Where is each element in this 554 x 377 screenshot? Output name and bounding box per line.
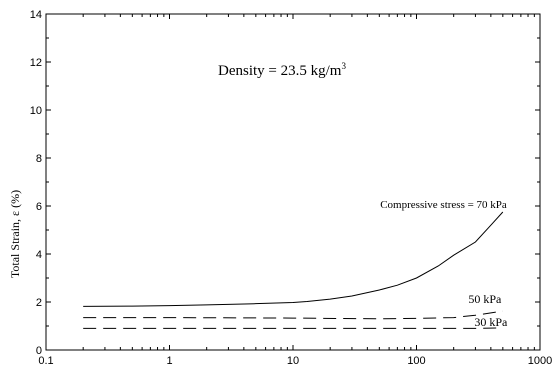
label-group: 0.1 1 10 100 1000 0 2 4 6 8 10 12 14 Compressive stre… <box>30 9 552 367</box>
x-tick-label: 1000 <box>528 355 552 367</box>
y-tick-label: 10 <box>30 105 42 117</box>
series-line-1 <box>83 310 503 320</box>
series-line-0 <box>83 211 504 307</box>
series-label-2: 30 kPa <box>474 315 508 329</box>
density-text: Density = 23.5 kg/m <box>218 63 342 79</box>
y-tick-label: 4 <box>36 249 42 261</box>
tick-group <box>45 13 541 351</box>
y-tick-label: 0 <box>36 345 42 357</box>
x-tick-label: 100 <box>407 355 425 367</box>
y-tick-label: 2 <box>36 297 42 309</box>
series-label-1: 50 kPa <box>468 292 502 306</box>
y-tick-label: 6 <box>36 201 42 213</box>
y-tick-label: 14 <box>30 9 42 21</box>
x-tick-label: 10 <box>287 355 299 367</box>
series-label-0: Compressive stress = 70 kPa <box>380 199 507 211</box>
series-group <box>83 211 504 329</box>
density-annotation: Density = 23.5 kg/m3 <box>218 61 346 79</box>
y-tick-label: 8 <box>36 153 42 165</box>
y-tick-label: 12 <box>30 57 42 69</box>
y-axis-title: Total Strain, ε (%) <box>8 190 22 278</box>
density-superscript: 3 <box>341 61 346 71</box>
x-tick-label: 0.1 <box>38 355 53 367</box>
x-tick-label: 1 <box>166 355 172 367</box>
